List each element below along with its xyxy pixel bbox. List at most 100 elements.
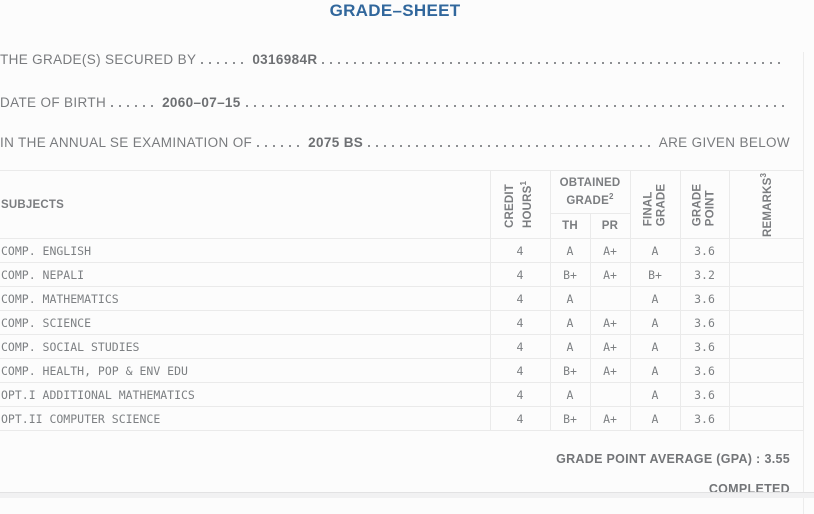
grade-point-cell: 3.6	[679, 286, 730, 311]
dotted-leader	[322, 62, 785, 64]
column-header-remarks: REMARKS3	[728, 170, 804, 239]
pr-grade-cell: A+	[589, 406, 631, 431]
rotated-header: REMARKS3	[759, 172, 774, 237]
credit-hours-cell: 4	[489, 358, 551, 383]
th-grade-cell: A	[549, 286, 591, 311]
th-grade-cell: A	[549, 238, 591, 263]
remarks-cell	[728, 406, 804, 431]
remarks-cell	[728, 382, 804, 407]
column-header-pr: PR	[589, 213, 631, 239]
subject-cell: COMP. SOCIAL STUDIES	[0, 334, 491, 359]
final-grade-cell: A	[629, 334, 681, 359]
pr-grade-cell: A+	[589, 262, 631, 287]
info-suffix: ARE GIVEN BELOW	[658, 135, 790, 150]
pr-grade-cell	[589, 286, 631, 311]
pr-grade-cell	[589, 382, 631, 407]
grade-point-cell: 3.6	[679, 310, 730, 335]
rotated-header: CREDIT HOURS1	[504, 180, 535, 229]
grade-point-cell: 3.6	[679, 382, 730, 407]
date-of-birth-value: 2060–07–15	[162, 95, 241, 110]
dotted-leader	[257, 145, 304, 147]
credit-hours-cell: 4	[489, 286, 551, 311]
symbol-number-value: 0316984R	[252, 52, 318, 67]
pr-grade-cell: A+	[589, 310, 631, 335]
column-header-th: TH	[549, 213, 591, 239]
page-title: GRADE–SHEET	[329, 1, 461, 20]
grade-point-cell: 3.2	[679, 262, 730, 287]
footnote-marker: 2	[608, 192, 614, 202]
remarks-cell	[728, 262, 804, 287]
table-row: COMP. MATHEMATICS 4 A A 3.6	[0, 286, 804, 311]
credit-hours-cell: 4	[489, 310, 551, 335]
final-grade-cell: A	[629, 286, 681, 311]
subject-cell: OPT.I ADDITIONAL MATHEMATICS	[0, 382, 491, 407]
th-grade-cell: B+	[549, 262, 591, 287]
table-row: COMP. NEPALI 4 B+ A+ B+ 3.2	[0, 262, 804, 287]
info-label: THE GRADE(S) SECURED BY	[0, 52, 197, 67]
credit-hours-cell: 4	[489, 382, 551, 407]
gpa-value: 3.55	[764, 452, 790, 466]
subject-cell: COMP. SCIENCE	[0, 310, 491, 335]
subject-cell: COMP. MATHEMATICS	[0, 286, 491, 311]
info-label: DATE OF BIRTH	[0, 95, 107, 110]
subject-cell: COMP. HEALTH, POP & ENV EDU	[0, 358, 491, 383]
grade-point-cell: 3.6	[679, 238, 730, 263]
credit-hours-cell: 4	[489, 406, 551, 431]
next-section-divider	[0, 492, 814, 498]
grade-table-body: COMP. ENGLISH 4 A A+ A 3.6 COMP. NEPALI 4 B+ A+ B+…	[0, 238, 804, 431]
column-header-subjects: SUBJECTS	[0, 170, 491, 239]
rotated-header: FINAL GRADE	[642, 183, 667, 226]
info-label: IN THE ANNUAL SE EXAMINATION OF	[0, 135, 253, 150]
pr-grade-cell: A+	[589, 358, 631, 383]
subject-cell: OPT.II COMPUTER SCIENCE	[0, 406, 491, 431]
dotted-leader	[368, 145, 654, 147]
column-header-grade-point: GRADE POINT	[679, 170, 730, 239]
final-grade-cell: A	[629, 238, 681, 263]
credit-hours-cell: 4	[489, 334, 551, 359]
final-grade-cell: A	[629, 358, 681, 383]
grade-table: SUBJECTS CREDIT HOURS1 OBTAINED GRADE2	[0, 170, 804, 431]
rotated-header: GRADE POINT	[691, 183, 717, 226]
dotted-leader	[245, 105, 785, 107]
grade-point-cell: 3.6	[679, 358, 730, 383]
column-header-final-grade: FINAL GRADE	[629, 170, 681, 239]
remarks-cell	[728, 286, 804, 311]
th-grade-cell: A	[549, 382, 591, 407]
grade-point-cell: 3.6	[679, 334, 730, 359]
column-header-obtained-grade: OBTAINED GRADE2	[549, 170, 631, 214]
subject-cell: COMP. NEPALI	[0, 262, 491, 287]
final-grade-cell: A	[629, 310, 681, 335]
subject-cell: COMP. ENGLISH	[0, 238, 491, 263]
credit-hours-cell: 4	[489, 262, 551, 287]
table-row: COMP. ENGLISH 4 A A+ A 3.6	[0, 238, 804, 263]
credit-hours-cell: 4	[489, 238, 551, 263]
table-row: COMP. HEALTH, POP & ENV EDU 4 B+ A+ A 3.6	[0, 358, 804, 383]
dotted-leader	[201, 62, 248, 64]
grade-point-cell: 3.6	[679, 406, 730, 431]
gpa-line: GRADE POINT AVERAGE (GPA) :3.55	[0, 452, 803, 467]
gpa-label: GRADE POINT AVERAGE (GPA) :	[556, 452, 761, 466]
th-grade-cell: B+	[549, 406, 591, 431]
final-grade-cell: B+	[629, 262, 681, 287]
th-grade-cell: B+	[549, 358, 591, 383]
remarks-cell	[728, 310, 804, 335]
column-header-credit-hours: CREDIT HOURS1	[489, 170, 551, 239]
footnote-marker: 1	[519, 180, 529, 186]
pr-grade-cell: A+	[589, 238, 631, 263]
table-row: OPT.II COMPUTER SCIENCE 4 B+ A+ A 3.6	[0, 406, 804, 431]
info-line-examination: IN THE ANNUAL SE EXAMINATION OF 2075 BS …	[0, 135, 803, 150]
info-line-grades-secured: THE GRADE(S) SECURED BY 0316984R	[0, 52, 803, 67]
exam-year-value: 2075 BS	[308, 135, 364, 150]
info-line-date-of-birth: DATE OF BIRTH 2060–07–15	[0, 95, 803, 110]
table-row: COMP. SCIENCE 4 A A+ A 3.6	[0, 310, 804, 335]
table-row: OPT.I ADDITIONAL MATHEMATICS 4 A A 3.6	[0, 382, 804, 407]
footnote-marker: 3	[759, 172, 769, 178]
th-grade-cell: A	[549, 310, 591, 335]
remarks-cell	[728, 238, 804, 263]
pr-grade-cell: A+	[589, 334, 631, 359]
remarks-cell	[728, 358, 804, 383]
table-row: COMP. SOCIAL STUDIES 4 A A+ A 3.6	[0, 334, 804, 359]
dotted-leader	[111, 105, 158, 107]
remarks-cell	[728, 334, 804, 359]
